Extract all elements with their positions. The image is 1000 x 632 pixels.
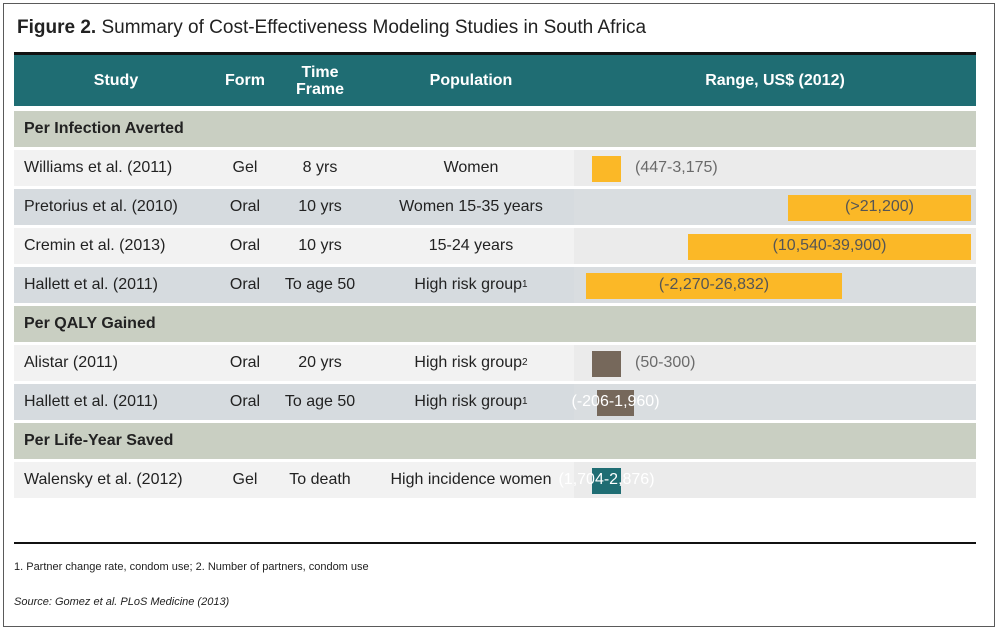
table-bottom-rule	[14, 542, 976, 544]
population-cell: High risk group 1	[414, 393, 528, 410]
range-label: (50-300)	[635, 354, 696, 371]
time-frame-cell: 10 yrs	[298, 237, 342, 254]
range-label: (-2,270-26,832)	[658, 276, 770, 293]
form-cell: Oral	[229, 276, 261, 293]
section-row: Per QALY Gained	[14, 306, 976, 342]
table-row: Walensky et al. (2012) Gel To death High in…	[14, 462, 976, 498]
range-bar	[597, 390, 634, 416]
population-cell: Women	[443, 159, 499, 176]
figure-title: Figure 2. Summary of Cost-Effectiveness …	[17, 17, 646, 39]
header-time-frame-line2: Frame	[295, 80, 345, 98]
section-row: Per Life-Year Saved	[14, 423, 976, 459]
study-cell: Williams et al. (2011)	[24, 159, 173, 176]
range-cell: (-2,270-26,832)	[574, 267, 976, 303]
range-cell: (447-3,175)	[574, 150, 976, 186]
range-label: (>21,200)	[845, 198, 914, 215]
study-cell: Pretorius et al. (2010)	[24, 198, 178, 215]
table-row: Cremin et al. (2013) Oral 10 yrs 15-24 year…	[14, 228, 976, 264]
range-label: (-206-1,960)	[571, 393, 660, 410]
study-cell: Walensky et al. (2012)	[24, 471, 183, 488]
population-cell: High risk group 1	[414, 276, 528, 293]
range-label: (1,704-2,876)	[558, 471, 655, 488]
range-bar	[592, 351, 621, 377]
source-note: Source: Gomez et al. PLoS Medicine (2013…	[14, 596, 230, 608]
header-range: Range, US$ (2012)	[705, 72, 845, 89]
table-row: Williams et al. (2011) Gel 8 yrs Women (447-…	[14, 150, 976, 186]
population-cell: 15-24 years	[428, 237, 514, 254]
time-frame-cell: To death	[289, 471, 351, 488]
population-cell: Women 15-35 years	[399, 198, 543, 215]
range-label: (10,540-39,900)	[772, 237, 887, 254]
form-cell: Oral	[229, 393, 261, 410]
section-label: Per QALY Gained	[24, 315, 156, 332]
header-form: Form	[225, 72, 265, 89]
time-frame-cell: To age 50	[284, 276, 356, 293]
table-row: Pretorius et al. (2010) Oral 10 yrs Women 1…	[14, 189, 976, 225]
time-frame-cell: 10 yrs	[298, 198, 342, 215]
study-cell: Hallett et al. (2011)	[24, 276, 158, 293]
figure-title-text: Summary of Cost-Effectiveness Modeling S…	[101, 17, 647, 38]
header-time-frame-line1: Time	[301, 63, 339, 81]
population-cell: High risk group 2	[414, 354, 528, 371]
form-cell: Gel	[232, 471, 258, 488]
header-study: Study	[93, 72, 139, 89]
time-frame-cell: 8 yrs	[302, 159, 338, 176]
table-header: Study Form Time Frame Population Range, …	[14, 52, 976, 106]
range-cell: (-206-1,960)	[571, 384, 976, 420]
range-cell: (1,704-2,876)	[558, 462, 976, 498]
header-time-frame: Time Frame	[272, 55, 368, 106]
form-cell: Oral	[229, 198, 261, 215]
study-cell: Alistar (2011)	[24, 354, 118, 371]
footnote: 1. Partner change rate, condom use; 2. N…	[14, 561, 369, 573]
section-label: Per Infection Averted	[24, 120, 184, 137]
range-cell: (50-300)	[574, 345, 976, 381]
table-row: Hallett et al. (2011) Oral To age 50 High r…	[14, 267, 976, 303]
range-bar	[586, 273, 842, 299]
time-frame-cell: 20 yrs	[298, 354, 342, 371]
header-population: Population	[429, 72, 513, 89]
range-bar	[788, 195, 971, 221]
study-cell: Hallett et al. (2011)	[24, 393, 158, 410]
section-label: Per Life-Year Saved	[24, 432, 174, 449]
range-cell: (10,540-39,900)	[574, 228, 976, 264]
range-cell: (>21,200)	[574, 189, 976, 225]
range-bar	[592, 468, 621, 494]
study-cell: Cremin et al. (2013)	[24, 237, 166, 254]
population-cell: High incidence women	[390, 471, 552, 488]
form-cell: Oral	[229, 237, 261, 254]
figure-label: Figure 2.	[17, 17, 97, 38]
range-bar	[688, 234, 971, 260]
time-frame-cell: To age 50	[284, 393, 356, 410]
form-cell: Gel	[232, 159, 258, 176]
range-bar	[592, 156, 621, 182]
table-row: Alistar (2011) Oral 20 yrs High risk group 2…	[14, 345, 976, 381]
range-label: (447-3,175)	[635, 159, 718, 176]
section-row: Per Infection Averted	[14, 111, 976, 147]
form-cell: Oral	[229, 354, 261, 371]
table-row: Hallett et al. (2011) Oral To age 50 High r…	[14, 384, 976, 420]
